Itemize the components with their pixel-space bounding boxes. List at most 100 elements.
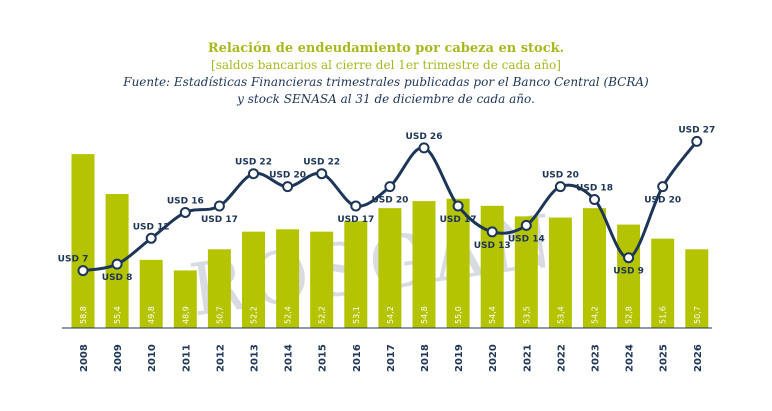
bar-value-label: 54,2 bbox=[591, 306, 600, 324]
usd-point-2020 bbox=[486, 226, 498, 238]
x-tick-label: 2026 bbox=[693, 344, 704, 372]
usd-value-label: USD 17 bbox=[440, 215, 477, 225]
x-tick-label: 2009 bbox=[113, 344, 124, 372]
usd-value-label: USD 27 bbox=[678, 125, 715, 135]
usd-point-2021 bbox=[520, 219, 532, 231]
bar-value-label: 55,4 bbox=[113, 306, 122, 324]
bar-value-label: 50,7 bbox=[693, 306, 702, 324]
usd-value-label: USD 20 bbox=[644, 196, 681, 206]
usd-value-label: USD 17 bbox=[337, 215, 374, 225]
bar-value-label: 54,2 bbox=[386, 306, 395, 324]
x-tick-label: 2012 bbox=[215, 344, 226, 372]
usd-value-label: USD 17 bbox=[201, 215, 238, 225]
usd-value-label: USD 12 bbox=[133, 222, 170, 232]
usd-point-2013 bbox=[248, 168, 259, 180]
usd-value-label: USD 9 bbox=[613, 267, 644, 277]
bar-2023 bbox=[583, 208, 606, 328]
bar-2015 bbox=[310, 231, 334, 328]
usd-point-2008 bbox=[77, 265, 89, 277]
x-tick-label: 2011 bbox=[181, 344, 192, 372]
bar-value-label: 52,2 bbox=[318, 306, 327, 324]
chart-source-line-1: Fuente: Estadísticas Financieras trimest… bbox=[123, 75, 649, 89]
usd-point-2022 bbox=[554, 181, 566, 193]
x-tick-label: 2016 bbox=[352, 344, 363, 372]
x-tick-label: 2019 bbox=[454, 344, 465, 372]
usd-point-2019 bbox=[452, 200, 464, 212]
usd-point-2026 bbox=[691, 135, 703, 147]
x-tick-label: 2020 bbox=[488, 344, 499, 372]
bar-2010 bbox=[139, 259, 163, 328]
x-tick-label: 2025 bbox=[659, 344, 670, 372]
bar-2012 bbox=[207, 249, 231, 328]
bar-value-label: 48,9 bbox=[181, 306, 190, 324]
bar-2021 bbox=[514, 216, 538, 328]
bar-2017 bbox=[378, 208, 402, 328]
x-tick-label: 2008 bbox=[79, 344, 90, 372]
x-tick-label: 2022 bbox=[556, 344, 567, 372]
bar-2016 bbox=[344, 221, 368, 328]
bar-value-label: 53,1 bbox=[352, 306, 361, 324]
bar-2011 bbox=[173, 270, 197, 328]
usd-point-2011 bbox=[179, 206, 191, 218]
chart-source-line-2: y stock SENASA al 31 de diciembre de cad… bbox=[237, 92, 535, 106]
usd-value-label: USD 26 bbox=[406, 132, 443, 142]
usd-point-2023 bbox=[589, 194, 600, 206]
usd-value-label: USD 13 bbox=[474, 241, 511, 251]
bar-value-label: 51,6 bbox=[659, 306, 668, 324]
chart-titles: Relación de endeudamiento por cabeza en … bbox=[0, 40, 772, 108]
x-tick-labels: 2008 2009 2010 2011 2012 2013 2014 2015 2016 2017… bbox=[79, 344, 704, 372]
bar-value-label: 54,4 bbox=[488, 306, 497, 324]
usd-point-2012 bbox=[213, 200, 225, 212]
usd-value-label: USD 22 bbox=[235, 158, 272, 168]
bar-value-label: 52,4 bbox=[284, 306, 293, 324]
x-tick-label: 2023 bbox=[591, 344, 602, 372]
usd-point-2016 bbox=[350, 200, 362, 212]
x-tick-label: 2010 bbox=[147, 344, 158, 372]
bar-2026 bbox=[685, 249, 709, 328]
usd-point-2018 bbox=[418, 142, 430, 154]
usd-value-label: USD 16 bbox=[167, 196, 204, 206]
bar-2018 bbox=[412, 201, 436, 328]
usd-points: USD 7 USD 8 USD 12 USD 16 USD 17 USD 22 USD 20… bbox=[58, 125, 716, 283]
bar-2020 bbox=[480, 205, 504, 328]
usd-value-label: USD 7 bbox=[58, 255, 89, 265]
x-tick-label: 2024 bbox=[625, 344, 636, 372]
chart-title: Relación de endeudamiento por cabeza en … bbox=[207, 41, 565, 56]
usd-value-label: USD 20 bbox=[269, 171, 306, 181]
usd-value-label: USD 18 bbox=[576, 184, 613, 194]
usd-point-2017 bbox=[384, 181, 396, 193]
x-tick-label: 2014 bbox=[284, 344, 295, 372]
usd-point-2014 bbox=[282, 181, 294, 193]
bar-2014 bbox=[276, 229, 300, 328]
bar-value-label: 55,0 bbox=[454, 306, 463, 324]
usd-point-2015 bbox=[316, 168, 328, 180]
usd-value-label: USD 22 bbox=[303, 158, 340, 168]
watermark-text: ROSGAN bbox=[185, 198, 564, 333]
bar-value-label: 52,8 bbox=[625, 306, 634, 324]
usd-value-label: USD 20 bbox=[542, 171, 579, 181]
bar-value-label: 49,8 bbox=[147, 306, 156, 324]
usd-value-label: USD 14 bbox=[508, 234, 545, 244]
usd-value-label: USD 8 bbox=[102, 273, 133, 283]
bar-2025 bbox=[651, 238, 675, 328]
usd-point-2025 bbox=[657, 181, 669, 193]
bar-value-label: 53,5 bbox=[522, 306, 531, 324]
bar-2013 bbox=[242, 231, 265, 328]
usd-point-2009 bbox=[111, 258, 123, 270]
bar-2019 bbox=[446, 198, 470, 328]
bar-2022 bbox=[548, 217, 572, 328]
bar-value-label: 54,8 bbox=[420, 306, 429, 324]
usd-point-2024 bbox=[623, 252, 635, 264]
usd-point-2010 bbox=[145, 232, 157, 244]
x-tick-label: 2015 bbox=[318, 344, 329, 372]
bar-series: 58,8 55,4 49,8 48,9 50,7 52,2 52,4 52,2 53,1 54,2… bbox=[71, 154, 709, 328]
x-tick-label: 2017 bbox=[386, 344, 397, 372]
bar-value-label: 50,7 bbox=[215, 306, 224, 324]
bar-value-label: 53,4 bbox=[556, 306, 565, 324]
x-tick-label: 2013 bbox=[250, 344, 261, 372]
usd-value-label: USD 20 bbox=[371, 196, 408, 206]
bar-value-label: 52,2 bbox=[250, 306, 259, 324]
x-tick-label: 2018 bbox=[420, 344, 431, 372]
bar-2008 bbox=[71, 154, 95, 328]
